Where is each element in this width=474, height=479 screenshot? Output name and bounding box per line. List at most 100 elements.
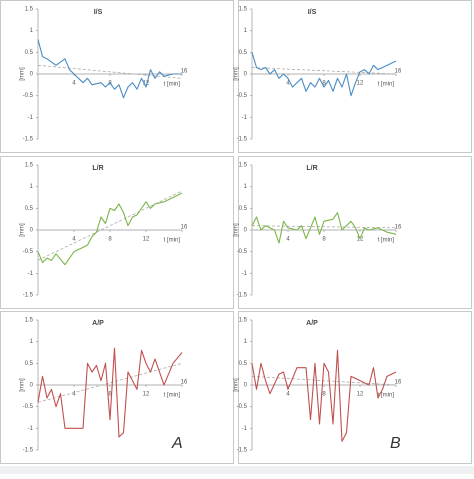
- x-tick-label: 12: [357, 81, 364, 87]
- y-tick-label: 1: [244, 184, 248, 190]
- panel-frame: [0, 311, 234, 464]
- panel-frame: [238, 311, 472, 464]
- y-tick-label: 1: [244, 339, 248, 345]
- y-tick-label: -1.5: [23, 293, 34, 299]
- y-tick-label: -1.5: [23, 448, 34, 454]
- y-tick-label: 0.5: [25, 361, 34, 367]
- panels: -1.5 -1 -0.5 0 0.5 1 1.5 4 8 12 16 I/S [mm] t [min] -1…: [0, 0, 472, 464]
- x-axis-label: t [min]: [378, 238, 395, 244]
- y-tick-label: -0.5: [23, 93, 34, 99]
- y-axis-label: [mm]: [234, 378, 240, 392]
- y-tick-label: 1: [30, 28, 34, 34]
- y-tick-label: 1.5: [239, 163, 248, 169]
- chart-title: L/R: [306, 165, 317, 172]
- x-axis-label: t [min]: [164, 238, 181, 244]
- x-tick-label: 16: [181, 69, 188, 75]
- data-line: [251, 52, 397, 97]
- x-tick-label: 12: [357, 392, 364, 398]
- chart-title: L/R: [92, 165, 103, 172]
- panel-label: A: [171, 435, 183, 452]
- y-tick-label: 1.5: [239, 7, 248, 13]
- data-line: [37, 39, 182, 99]
- y-tick-label: -1: [242, 271, 248, 277]
- y-tick-label: 0.5: [239, 206, 248, 212]
- x-tick-label: 4: [286, 237, 290, 243]
- y-tick-label: 0: [244, 72, 248, 78]
- x-tick-label: 16: [395, 380, 402, 386]
- trend-line: [251, 67, 397, 75]
- y-tick-label: 1.5: [25, 318, 34, 324]
- x-tick-label: 4: [286, 392, 290, 398]
- y-tick-label: 1: [30, 184, 34, 190]
- trend-line: [37, 64, 183, 79]
- panel-frame: [0, 156, 234, 309]
- y-tick-label: 0: [244, 383, 248, 389]
- y-tick-label: 1: [244, 28, 248, 34]
- y-tick-label: -0.5: [23, 249, 34, 255]
- x-tick-label: 16: [395, 225, 402, 231]
- x-axis-label: t [min]: [164, 393, 181, 399]
- chart-title: I/S: [94, 9, 103, 16]
- trend-line: [37, 190, 183, 261]
- data-line: [251, 349, 397, 442]
- y-tick-label: -0.5: [237, 93, 248, 99]
- y-tick-label: 0.5: [25, 50, 34, 56]
- y-tick-label: -0.5: [237, 249, 248, 255]
- chart-title: A/P: [306, 320, 318, 327]
- x-tick-label: 4: [286, 81, 290, 87]
- panel-frame: [238, 156, 472, 309]
- y-tick-label: 0: [30, 72, 34, 78]
- panel-frame: [0, 0, 234, 153]
- y-tick-label: -1.5: [23, 137, 34, 143]
- y-tick-label: -1: [28, 115, 34, 121]
- y-tick-label: 0.5: [25, 206, 34, 212]
- footer-strip: [0, 466, 474, 474]
- x-tick-label: 8: [322, 81, 326, 87]
- x-tick-label: 12: [143, 392, 150, 398]
- x-axis-label: t [min]: [378, 393, 395, 399]
- y-tick-label: 0.5: [239, 50, 248, 56]
- y-tick-label: -0.5: [237, 404, 248, 410]
- x-tick-label: 4: [72, 392, 76, 398]
- x-tick-label: 12: [357, 237, 364, 243]
- panel-frame: [238, 0, 472, 153]
- data-line: [37, 347, 183, 438]
- y-axis-label: [mm]: [234, 223, 240, 237]
- trend-line: [251, 225, 397, 229]
- x-tick-label: 4: [72, 81, 76, 87]
- y-tick-label: -0.5: [23, 404, 34, 410]
- x-tick-label: 16: [181, 225, 188, 231]
- trend-line: [251, 375, 397, 386]
- y-tick-label: 0: [244, 228, 248, 234]
- data-line: [251, 212, 397, 244]
- x-tick-label: 8: [322, 392, 326, 398]
- x-tick-label: 8: [108, 237, 112, 243]
- chart-title: A/P: [92, 320, 104, 327]
- y-tick-label: -1.5: [237, 293, 248, 299]
- y-tick-label: 0.5: [239, 361, 248, 367]
- x-axis-label: t [min]: [164, 82, 181, 88]
- y-tick-label: -1: [28, 271, 34, 277]
- y-tick-label: 1.5: [25, 7, 34, 13]
- data-line: [37, 192, 183, 266]
- x-tick-label: 4: [72, 237, 76, 243]
- y-tick-label: -1.5: [237, 448, 248, 454]
- y-tick-label: -1: [28, 426, 34, 432]
- y-axis-label: [mm]: [20, 378, 26, 392]
- x-tick-label: 16: [395, 69, 402, 75]
- y-axis-label: [mm]: [20, 223, 26, 237]
- y-tick-label: 0: [30, 228, 34, 234]
- y-tick-label: 1.5: [239, 318, 248, 324]
- y-tick-label: 0: [30, 383, 34, 389]
- y-tick-label: -1.5: [237, 137, 248, 143]
- x-tick-label: 16: [181, 380, 188, 386]
- panel-label: B: [390, 435, 401, 452]
- y-tick-label: -1: [242, 426, 248, 432]
- y-axis-label: [mm]: [234, 67, 240, 81]
- y-axis-label: [mm]: [20, 67, 26, 81]
- x-axis-label: t [min]: [378, 82, 395, 88]
- x-tick-label: 8: [322, 237, 326, 243]
- y-tick-label: 1.5: [25, 163, 34, 169]
- chart-title: I/S: [308, 9, 317, 16]
